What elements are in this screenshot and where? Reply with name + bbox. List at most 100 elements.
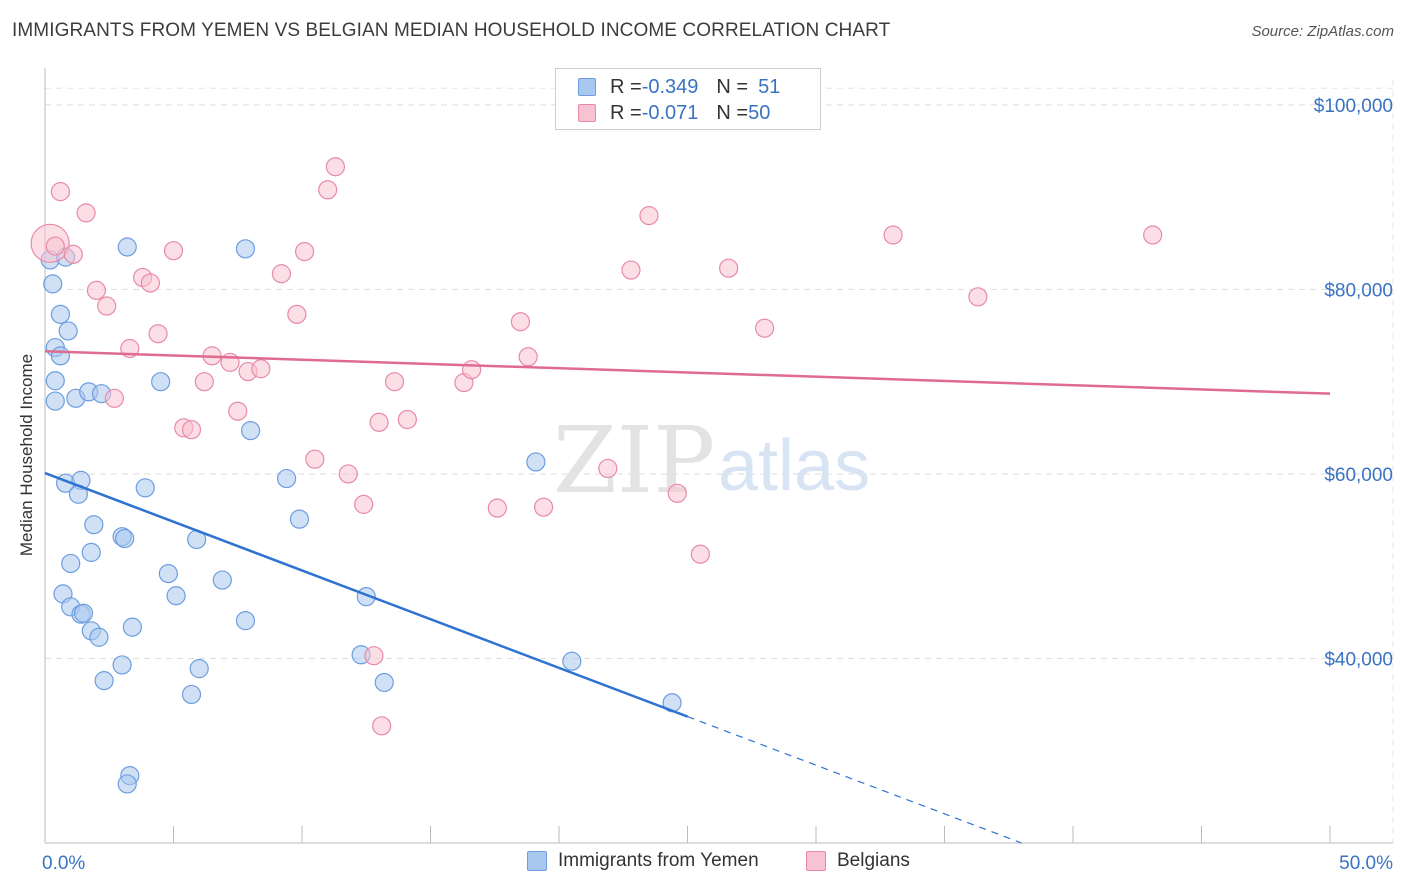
yemen-point [276,468,297,489]
r-label: R = [610,101,642,124]
y-tick-label: $60,000 [1324,465,1393,486]
belgians-trend-line [44,349,1331,395]
x-tick-label-min: 0.0% [42,853,85,874]
belgians-point [251,359,271,379]
y-tick-label: $100,000 [1314,96,1393,117]
yemen-point [45,371,65,391]
yemen-point [58,321,78,341]
belgians-point [719,258,739,278]
yemen-point [61,553,81,574]
n-label: N = [716,101,749,124]
points-layer [30,157,1163,794]
belgians-point [97,296,117,316]
y-tick-label: $40,000 [1324,649,1393,670]
belgians-point [369,412,389,432]
yemen-point [117,774,137,794]
stats-row-belgians: R = -0.071 N = 50 [578,101,770,125]
legend-label-yemen: Immigrants from Yemen [558,850,759,871]
belgians-point [86,280,107,300]
belgians-point [228,401,248,421]
belgians-point [63,244,83,264]
yemen-point [94,671,114,691]
yemen-point [50,304,71,324]
belgians-point [194,372,214,392]
belgians-point [397,409,417,430]
tick-label-layer: $40,000 $60,000 $80,000 $100,000 0.0% 50.0% [42,96,1393,874]
yemen-point [151,372,171,392]
belgians-point [104,388,124,408]
belgians-point [76,203,96,223]
belgians-point [364,646,384,666]
yemen-point [374,672,394,693]
belgians-point [621,260,641,280]
yemen-trend-extension [687,716,1022,844]
r-label: R = [610,75,642,98]
yemen-trend-line [44,471,688,718]
stats-row-yemen: R = -0.349 N = 51 [578,75,780,99]
belgians-point [325,157,346,177]
belgians-point [667,483,687,503]
chart-source: Source: ZipAtlas.com [1251,23,1394,40]
legend-item-belgians: Belgians [806,850,910,872]
r-value: -0.071 [641,101,699,124]
series-0-points [40,237,682,794]
n-label: N = [716,75,749,98]
belgians-point [318,180,338,200]
yemen-point [84,515,104,535]
belgians-point [163,241,184,261]
legend-swatch-yemen [527,851,547,871]
series-legend: Immigrants from Yemen Belgians [0,850,1406,878]
yemen-point [158,563,178,584]
yemen-point [562,651,582,671]
belgians-point [968,287,988,307]
yemen-point [43,274,63,294]
belgians-point [294,242,315,262]
belgians-point [140,273,160,293]
belgians-point [354,494,374,514]
belgians-point [487,498,507,518]
belgians-point [271,264,292,284]
yemen-point [73,603,94,623]
belgians-point [181,420,202,440]
series-1-points [30,157,1163,736]
yemen-point [289,509,310,529]
yemen-point [166,586,186,606]
n-value: 50 [748,101,771,124]
belgians-point [510,312,531,332]
belgians-point [754,318,775,338]
belgians-point [287,304,307,324]
watermark: ZIP atlas [553,407,870,514]
belgians-point [639,206,659,226]
yemen-point [135,478,155,498]
watermark-zip: ZIP [553,407,715,514]
yemen-point [89,627,109,647]
swatch-yemen [578,78,596,96]
yemen-point [235,611,256,631]
legend-item-yemen: Immigrants from Yemen [527,850,759,872]
stats-legend: R = -0.349 N = 51 R = -0.071 N = 50 [555,68,821,130]
swatch-belgians [578,104,596,122]
belgians-point [883,225,903,245]
belgians-point [598,458,618,479]
r-value: -0.349 [641,75,699,98]
belgians-point [338,464,358,484]
axis-layer [44,68,1393,844]
legend-label-belgians: Belgians [837,850,910,871]
yemen-point [112,655,132,675]
trend-layer [44,349,1331,844]
yemen-point [122,617,142,637]
yemen-point [181,684,202,705]
belgians-point [518,347,538,367]
y-tick-label: $80,000 [1324,280,1393,301]
yemen-point [189,659,209,679]
belgians-point [462,360,482,380]
yemen-point [81,542,101,562]
belgians-point [690,544,710,564]
belgians-point [372,716,392,736]
belgians-point [533,497,554,517]
yemen-point [50,346,71,366]
yemen-point [241,420,261,441]
yemen-point [45,391,65,411]
belgians-point [305,449,325,469]
